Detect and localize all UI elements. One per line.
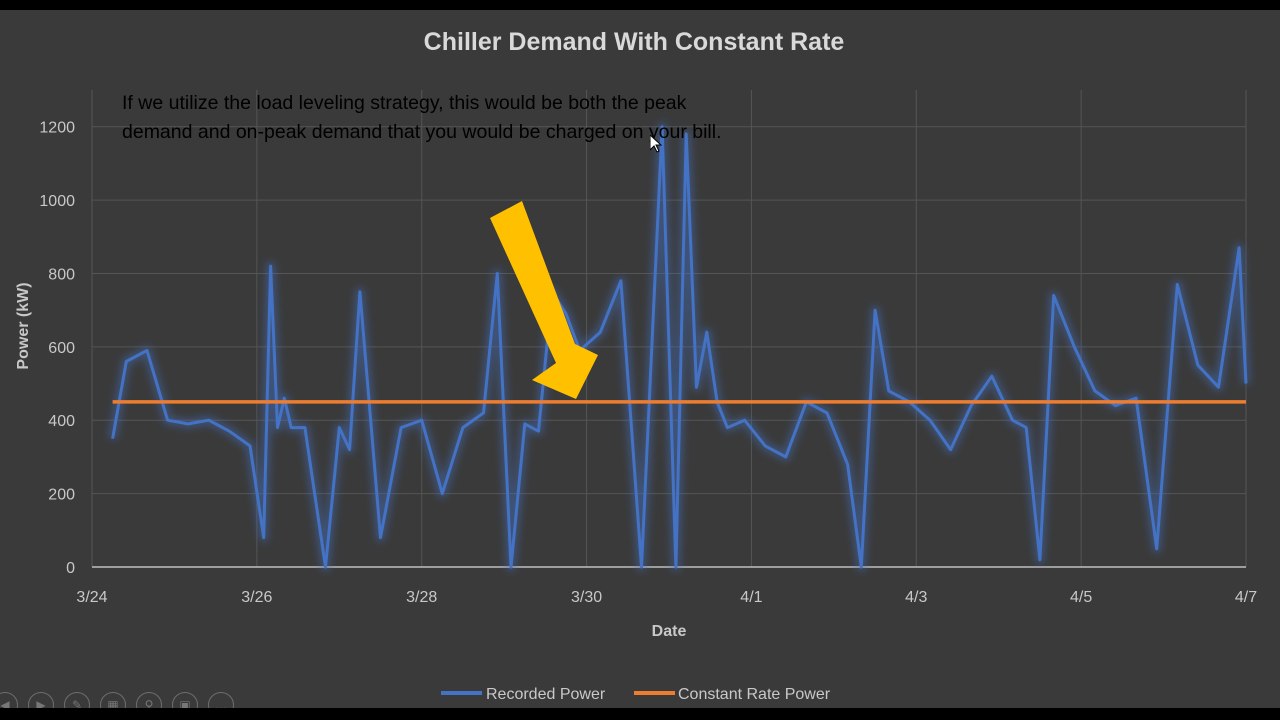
arrow-icon xyxy=(490,201,598,399)
series xyxy=(111,125,1248,569)
series-line-recorded-power xyxy=(111,125,1248,569)
annotation-text: If we utilize the load leveling strategy… xyxy=(122,92,722,143)
x-axis-label: Date xyxy=(652,623,687,640)
x-tick-label: 3/28 xyxy=(406,589,437,606)
mouse-cursor-icon xyxy=(650,135,662,153)
legend-label-constant: Constant Rate Power xyxy=(678,686,831,703)
x-tick-label: 4/7 xyxy=(1235,589,1257,606)
x-tick-label: 4/1 xyxy=(740,589,762,606)
y-tick-label: 200 xyxy=(48,487,75,504)
legend-label-recorded: Recorded Power xyxy=(486,686,606,703)
y-tick-label: 800 xyxy=(48,266,75,283)
chart: Chiller Demand With Constant Rate 0 200 40… xyxy=(15,28,1257,703)
x-tick-label: 3/26 xyxy=(241,589,272,606)
y-tick-label: 1200 xyxy=(39,120,75,137)
y-tick-label: 600 xyxy=(48,340,75,357)
x-tick-label: 4/3 xyxy=(905,589,927,606)
x-tick-label: 4/5 xyxy=(1070,589,1092,606)
y-axis-ticks: 0 200 400 600 800 1000 1200 xyxy=(39,120,75,577)
y-axis-label: Power (kW) xyxy=(15,282,32,369)
y-tick-label: 0 xyxy=(66,560,75,577)
letterbox-bar xyxy=(0,708,1280,720)
slide: Chiller Demand With Constant Rate 0 200 40… xyxy=(0,10,1280,708)
y-tick-label: 400 xyxy=(48,413,75,430)
x-tick-label: 3/30 xyxy=(571,589,602,606)
y-tick-label: 1000 xyxy=(39,193,75,210)
chart-title: Chiller Demand With Constant Rate xyxy=(424,28,845,56)
x-axis-ticks: 3/24 3/26 3/28 3/30 4/1 4/3 4/5 4/7 xyxy=(76,589,1257,606)
x-tick-label: 3/24 xyxy=(76,589,107,606)
